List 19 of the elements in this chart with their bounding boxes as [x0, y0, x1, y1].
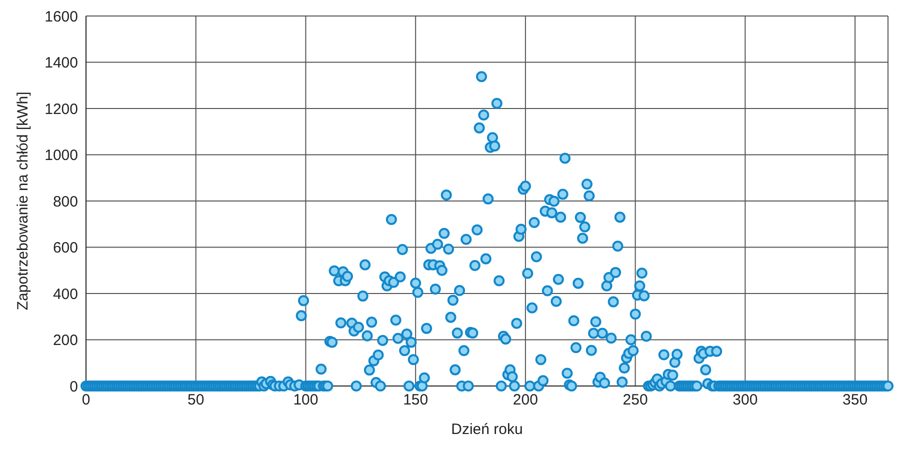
x-tick-label: 100	[293, 392, 318, 409]
x-tick-label: 200	[512, 392, 538, 409]
y-tick-label: 1600	[44, 8, 78, 26]
y-tick-label: 800	[52, 193, 78, 210]
y-tick-label: 0	[70, 378, 78, 396]
y-tick-label: 1400	[44, 54, 78, 72]
x-tick-label: 250	[622, 392, 648, 409]
y-axis-title: Zapotrzebowanie na chłód [kWh]	[14, 92, 32, 310]
x-axis-title: Dzień roku	[451, 421, 523, 438]
y-tick-label: 1200	[44, 100, 78, 118]
x-tick-label: 50	[188, 392, 204, 409]
x-tick-label: 350	[842, 392, 868, 409]
x-tick-label: 150	[403, 392, 428, 409]
y-tick-label: 600	[52, 240, 78, 257]
x-tick-label: 300	[732, 392, 758, 409]
y-tick-label: 1000	[44, 147, 78, 164]
y-tick-label: 400	[52, 286, 78, 303]
x-tick-label: 0	[82, 392, 90, 409]
y-tick-label: 200	[52, 332, 78, 350]
